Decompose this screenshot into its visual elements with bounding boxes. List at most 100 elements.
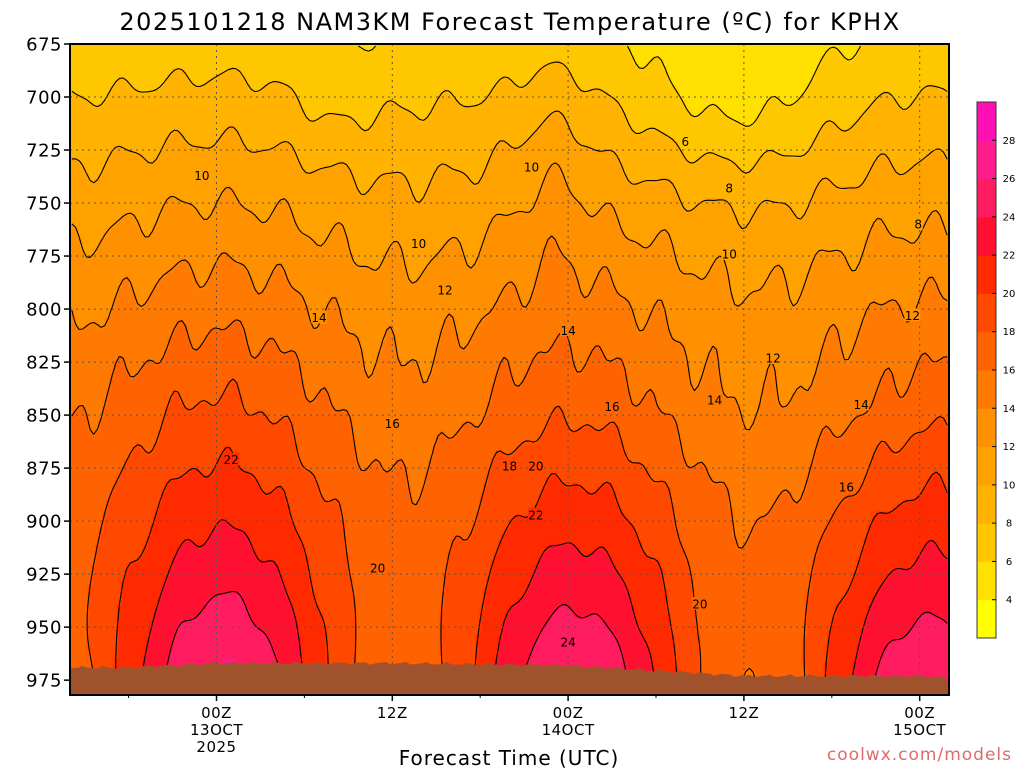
svg-text:14: 14 [560,324,575,338]
y-tick-label: 975 [26,671,62,692]
credit-link[interactable]: coolwx.com/models [827,745,1012,765]
contour-label-10: 10 [523,159,540,174]
colorbar-swatch [977,599,996,639]
contour-label-22: 22 [527,507,544,522]
contour-label-6: 6 [680,134,690,149]
colorbar-tick-label: 4 [1006,595,1012,606]
contour-8 [71,61,948,174]
colorbar: 4 6 8 10 12 14 16 18 20 22 24 26 28 [976,101,1016,639]
y-tick-label: 925 [26,565,62,586]
contour-label-14: 14 [853,397,870,412]
svg-text:20: 20 [370,561,385,575]
colorbar-swatch [977,293,996,333]
colorbar-swatch [977,331,996,371]
contour-labels: 6 8 8 10 10 10 10 12 12 12 14 14 14 14 16 16 16 18 20 20 20 2… [193,134,923,649]
y-tick-label: 750 [26,194,62,215]
colorbar-swatch [977,255,996,294]
svg-text:12: 12 [437,283,452,297]
y-tick-label: 950 [26,618,62,639]
svg-text:10: 10 [411,237,426,251]
svg-text:22: 22 [224,453,239,467]
colorbar-tick-label: 14 [1003,404,1016,415]
colorbar-tick-label: 24 [1003,212,1016,223]
contour-label-12: 12 [904,308,921,323]
x-tick-label: 14OCT [542,721,595,739]
svg-text:24: 24 [560,635,575,649]
svg-text:14: 14 [707,394,722,408]
y-tick-label: 775 [26,247,62,268]
colorbar-swatch [977,408,996,448]
colorbar-tick-label: 22 [1003,251,1016,262]
colorbar-tick-label: 28 [1003,136,1016,147]
colorbar-swatch [977,523,996,562]
contour-6 [358,45,861,127]
y-tick-label: 675 [26,35,62,56]
colorbar-tick-label: 12 [1003,442,1016,453]
contour-lines [71,45,948,694]
svg-text:16: 16 [839,481,854,495]
x-tick-label: 2025 [196,738,236,756]
contour-label-10: 10 [193,168,210,183]
svg-text:8: 8 [914,218,922,232]
x-tick-label: 12Z [377,704,408,722]
svg-text:22: 22 [528,508,543,522]
contour-18 [86,378,948,694]
x-tick-label: 00Z [201,704,232,722]
contour-label-24: 24 [560,634,577,649]
colorbar-swatch [977,370,996,409]
contour-label-12: 12 [765,350,782,365]
colorbar-tick-label: 26 [1003,174,1016,185]
contour-label-16: 16 [838,480,855,495]
svg-text:10: 10 [524,160,539,174]
contour-label-14: 14 [706,393,723,408]
svg-text:16: 16 [385,417,400,431]
contour-label-12: 12 [437,282,454,297]
y-tick-label: 850 [26,406,62,427]
svg-text:14: 14 [853,398,868,412]
colorbar-swatch [977,484,996,524]
svg-text:10: 10 [194,169,209,183]
contour-label-8: 8 [724,181,734,196]
contour-label-20: 20 [691,596,708,611]
x-tick-label: 13OCT [190,721,243,739]
svg-text:16: 16 [604,400,619,414]
chart-title: 2025101218 NAM3KM Forecast Temperature (… [119,8,900,36]
svg-text:20: 20 [528,459,543,473]
colorbar-tick-label: 16 [1003,366,1016,377]
y-tick-label: 725 [26,141,62,162]
y-tick-label: 800 [26,300,62,321]
svg-text:6: 6 [681,135,689,149]
colorbar-swatch [977,178,996,218]
y-tick-label: 900 [26,512,62,533]
svg-text:18: 18 [502,459,517,473]
colorbar-swatch [977,446,996,486]
terrain-surface [70,661,949,695]
contour-label-10: 10 [721,246,738,261]
colorbar-swatch [977,216,996,256]
y-tick-label: 875 [26,459,62,480]
colorbar-swatch [977,561,996,601]
contour-label-14: 14 [560,323,577,338]
contour-16 [71,319,948,694]
x-tick-label: 15OCT [893,721,946,739]
colorbar-swatch [977,102,996,141]
contour-10 [71,110,948,230]
contour-label-8: 8 [913,217,923,232]
contour-label-18: 18 [501,458,518,473]
contour-label-22: 22 [223,452,240,467]
plot-frame [69,43,950,696]
colorbar-swatch [977,140,996,180]
y-axis: 675 700 725 750 775 800 825 850 875 900 925 950 975 [26,35,70,692]
x-axis-label: Forecast Time (UTC) [399,746,620,768]
x-tick-label: 12Z [728,704,759,722]
colorbar-tick-label: 6 [1006,557,1012,568]
contour-label-14: 14 [311,310,328,325]
svg-text:20: 20 [692,597,707,611]
colorbar-tick-label: 10 [1003,480,1016,491]
svg-text:14: 14 [311,311,326,325]
contour-20 [115,446,948,694]
y-tick-label: 825 [26,353,62,374]
colorbar-tick-label: 18 [1003,327,1016,338]
